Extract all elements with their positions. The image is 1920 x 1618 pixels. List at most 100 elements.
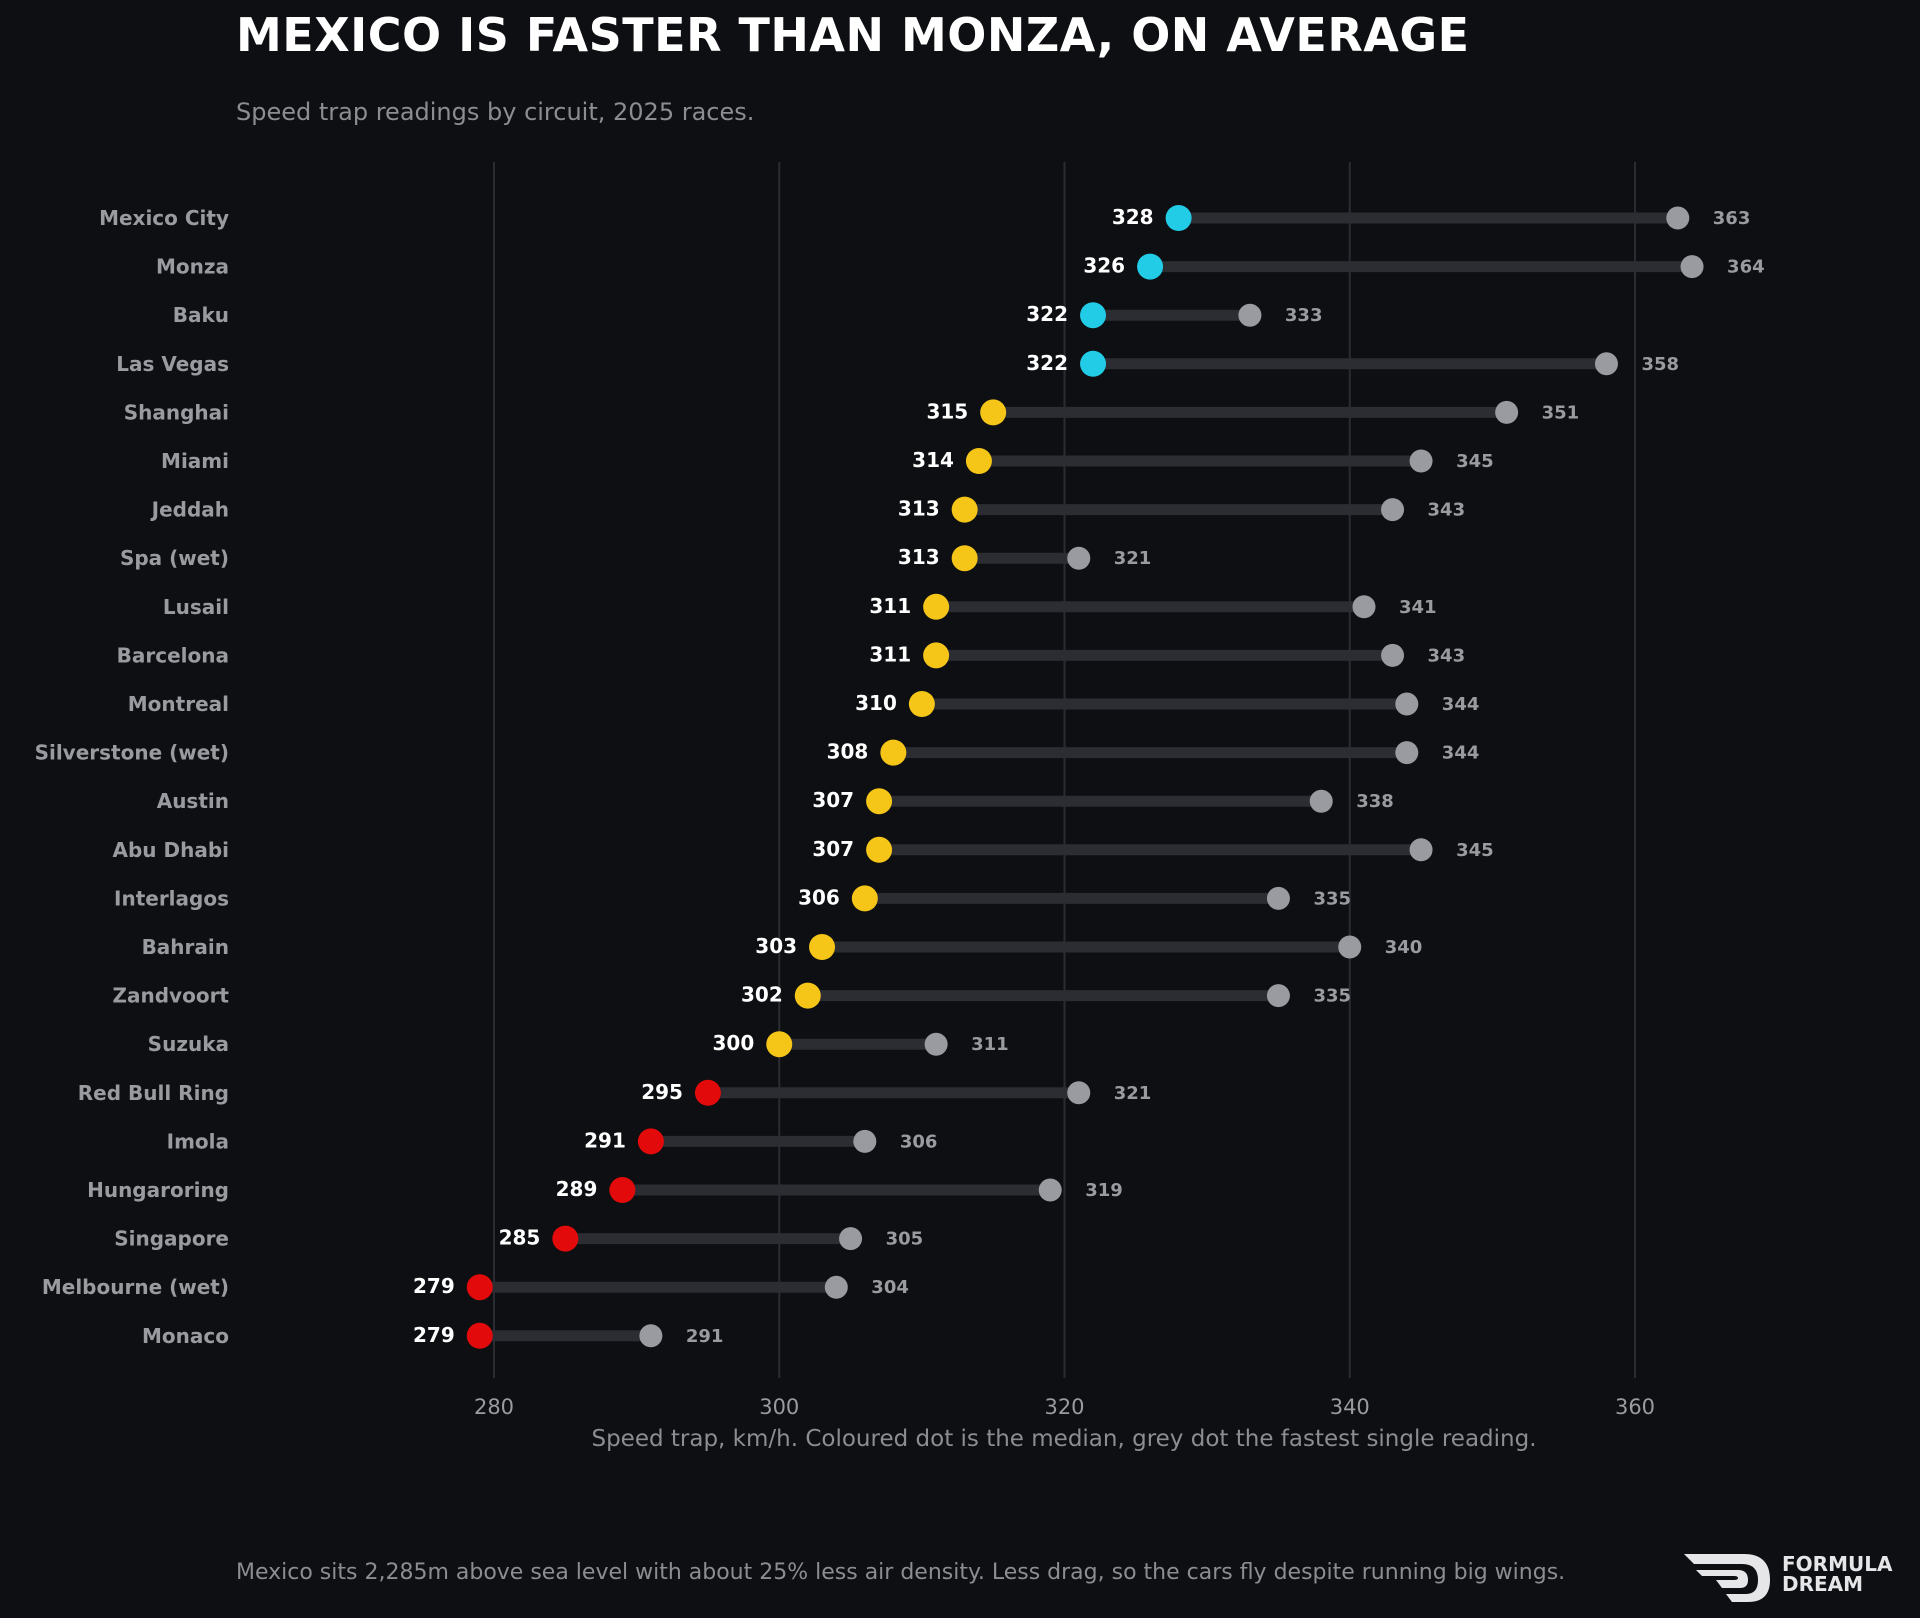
median-value-label: 311 xyxy=(869,594,911,618)
max-value-label: 306 xyxy=(900,1131,938,1152)
median-dot xyxy=(694,1079,721,1106)
median-value-label: 315 xyxy=(926,399,968,423)
max-value-label: 343 xyxy=(1428,500,1466,521)
median-value-label: 328 xyxy=(1112,205,1154,229)
max-dot xyxy=(839,1227,863,1251)
median-dot xyxy=(951,496,978,523)
chart-subtitle: Speed trap readings by circuit, 2025 rac… xyxy=(236,98,755,126)
category-label: Jeddah xyxy=(150,498,229,522)
median-dot xyxy=(809,934,836,960)
max-value-label: 291 xyxy=(686,1326,724,1347)
max-value-label: 311 xyxy=(971,1034,1009,1055)
max-dot xyxy=(1309,789,1333,813)
logo-line-1: FORMULA xyxy=(1782,1552,1893,1576)
median-value-label: 313 xyxy=(898,545,940,569)
logo-line-2: DREAM xyxy=(1782,1572,1864,1596)
median-value-label: 279 xyxy=(413,1274,455,1298)
max-value-label: 321 xyxy=(1114,1083,1152,1104)
max-value-label: 341 xyxy=(1399,597,1437,618)
median-dot xyxy=(1165,205,1192,231)
max-dot xyxy=(1381,643,1405,667)
category-label: Interlagos xyxy=(114,886,229,910)
median-dot xyxy=(1137,253,1164,280)
category-label: Las Vegas xyxy=(116,352,229,376)
max-value-label: 338 xyxy=(1356,791,1394,812)
logo-mark-icon xyxy=(1684,1554,1770,1602)
max-dot xyxy=(1067,1081,1091,1105)
max-dot xyxy=(1266,984,1290,1008)
median-dot xyxy=(609,1177,636,1203)
category-label: Suzuka xyxy=(148,1032,229,1056)
logo-text: FORMULA DREAM xyxy=(1782,1554,1892,1594)
max-dot xyxy=(924,1032,948,1056)
category-label: Hungaroring xyxy=(87,1178,229,1202)
median-value-label: 303 xyxy=(755,934,797,958)
category-label: Miami xyxy=(161,449,229,473)
median-dot xyxy=(794,982,821,1009)
x-tick-label: 340 xyxy=(1330,1395,1370,1419)
max-dot xyxy=(1238,303,1262,327)
median-value-label: 311 xyxy=(869,642,911,666)
median-value-label: 285 xyxy=(499,1226,541,1250)
category-label: Baku xyxy=(173,303,229,327)
x-axis-label: Speed trap, km/h. Coloured dot is the me… xyxy=(591,1426,1536,1452)
max-value-label: 304 xyxy=(871,1277,909,1298)
dumbbell-chart: 280 300 320 340 360 Speed trap, km/h. Coloure… xyxy=(35,162,1765,1452)
category-label: Melbourne (wet) xyxy=(42,1275,229,1299)
category-label: Singapore xyxy=(114,1227,229,1251)
max-dot xyxy=(1038,1178,1062,1202)
category-label: Bahrain xyxy=(142,935,229,959)
x-tick-label: 280 xyxy=(474,1395,514,1419)
median-value-label: 307 xyxy=(812,788,854,812)
max-dot xyxy=(1338,935,1362,959)
x-tick-label: 320 xyxy=(1044,1395,1084,1419)
category-label: Austin xyxy=(157,789,229,813)
median-value-label: 308 xyxy=(827,740,869,764)
median-value-label: 295 xyxy=(641,1080,683,1104)
max-value-label: 319 xyxy=(1085,1180,1123,1201)
max-value-label: 333 xyxy=(1285,305,1323,326)
max-dot xyxy=(1680,255,1704,279)
category-label: Zandvoort xyxy=(113,984,230,1008)
median-dot xyxy=(866,788,893,815)
max-value-label: 351 xyxy=(1542,402,1580,423)
median-value-label: 322 xyxy=(1026,302,1068,326)
category-label: Montreal xyxy=(128,692,229,716)
median-dot xyxy=(866,836,893,863)
median-value-label: 307 xyxy=(812,837,854,861)
max-dot xyxy=(1666,206,1690,230)
max-dot xyxy=(1067,546,1091,570)
median-value-label: 322 xyxy=(1026,351,1068,375)
median-dot xyxy=(923,593,950,620)
median-dot xyxy=(923,642,950,669)
median-dot xyxy=(466,1322,493,1349)
max-dot xyxy=(1495,400,1519,424)
median-value-label: 314 xyxy=(912,448,954,472)
median-dot xyxy=(908,691,935,717)
max-value-label: 335 xyxy=(1313,986,1351,1007)
footnote: Mexico sits 2,285m above sea level with … xyxy=(236,1560,1566,1585)
max-value-label: 340 xyxy=(1385,937,1423,958)
median-dot xyxy=(1080,350,1107,377)
median-value-label: 300 xyxy=(713,1031,755,1055)
median-dot xyxy=(552,1225,579,1252)
max-value-label: 305 xyxy=(886,1229,924,1250)
chart-title: MEXICO IS FASTER THAN MONZA, ON AVERAGE xyxy=(236,8,1470,62)
max-value-label: 344 xyxy=(1442,694,1480,715)
x-tick-label: 360 xyxy=(1615,1395,1655,1419)
max-dot xyxy=(639,1324,663,1348)
category-label: Lusail xyxy=(163,595,229,619)
x-tick-label: 300 xyxy=(759,1395,799,1419)
max-dot xyxy=(1409,449,1433,473)
median-dot xyxy=(880,739,907,766)
median-value-label: 310 xyxy=(855,691,897,715)
median-value-label: 302 xyxy=(741,983,783,1007)
max-value-label: 321 xyxy=(1114,548,1152,569)
max-value-label: 345 xyxy=(1456,840,1494,861)
median-dot xyxy=(851,885,878,912)
formula-dream-logo: FORMULA DREAM xyxy=(1682,1550,1912,1606)
median-value-label: 279 xyxy=(413,1323,455,1347)
max-dot xyxy=(1409,838,1433,862)
max-dot xyxy=(853,1129,877,1153)
median-value-label: 291 xyxy=(584,1128,626,1152)
